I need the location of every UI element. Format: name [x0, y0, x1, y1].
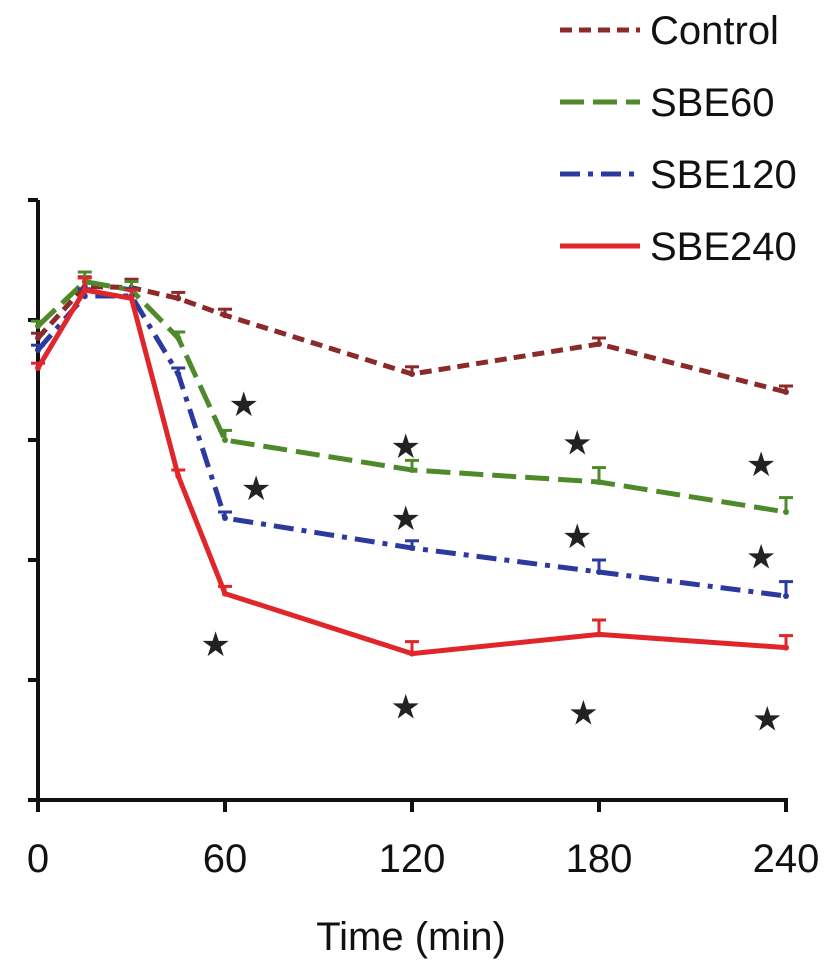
significance-star: ★ — [241, 469, 271, 509]
x-tick-label: 0 — [27, 837, 49, 881]
x-axis-title: Time (min) — [316, 915, 506, 959]
legend-item-control: Control — [560, 9, 779, 53]
series-line — [35, 287, 787, 657]
significance-star: ★ — [562, 423, 592, 463]
x-tick-label: 180 — [566, 837, 633, 881]
series-line — [36, 283, 787, 395]
data-point — [783, 389, 789, 395]
significance-star: ★ — [746, 445, 776, 485]
significance-star: ★ — [391, 687, 421, 727]
significance-star: ★ — [562, 517, 592, 557]
data-point — [222, 312, 228, 319]
legend-label: SBE240 — [650, 225, 797, 269]
x-tick-label: 240 — [753, 837, 820, 881]
data-point — [175, 335, 182, 341]
data-point — [222, 437, 228, 443]
data-point — [409, 467, 415, 473]
data-point — [35, 335, 41, 341]
data-point — [409, 371, 415, 377]
significance-star: ★ — [391, 427, 421, 467]
significance-star: ★ — [568, 693, 598, 733]
x-tick-label: 120 — [379, 837, 446, 881]
series-sbe240 — [31, 276, 793, 657]
significance-star: ★ — [752, 699, 782, 739]
axes: 0 60 120 180 240 — [27, 198, 820, 881]
significance-star: ★ — [228, 385, 258, 425]
data-point — [175, 371, 182, 377]
legend-label: SBE60 — [650, 81, 775, 125]
annotation-layer: ★ ★ ★ ★ ★ ★ ★ ★ ★ ★ ★ ★ — [200, 385, 782, 739]
legend: Control SBE60 SBE120 SBE240 — [560, 9, 797, 269]
series-sbe60 — [31, 270, 793, 515]
data-point — [175, 295, 182, 302]
x-tick-label: 60 — [203, 837, 248, 881]
significance-star: ★ — [746, 537, 776, 577]
data-point — [35, 347, 41, 353]
data-point — [596, 631, 602, 638]
data-point — [783, 509, 789, 515]
legend-label: SBE120 — [650, 153, 797, 197]
legend-item-sbe120: SBE120 — [560, 153, 797, 197]
legend-item-sbe240: SBE240 — [560, 225, 797, 269]
data-point — [596, 479, 602, 485]
data-point — [81, 287, 88, 293]
significance-star: ★ — [391, 499, 421, 539]
significance-star: ★ — [200, 625, 230, 665]
data-point — [222, 590, 228, 597]
data-point — [409, 545, 415, 551]
data-point — [783, 593, 789, 599]
data-point — [35, 365, 41, 371]
data-point — [409, 650, 415, 657]
data-point — [128, 295, 135, 302]
data-point — [783, 644, 789, 651]
data-point — [596, 569, 602, 575]
data-point — [175, 473, 182, 479]
series-line — [36, 279, 787, 515]
data-point — [596, 341, 602, 347]
series-layer — [31, 270, 793, 657]
series-control — [31, 275, 793, 395]
data-point — [222, 515, 228, 521]
data-point — [35, 323, 41, 329]
series-line — [36, 293, 787, 599]
legend-item-sbe60: SBE60 — [560, 81, 775, 125]
legend-label: Control — [650, 9, 779, 53]
